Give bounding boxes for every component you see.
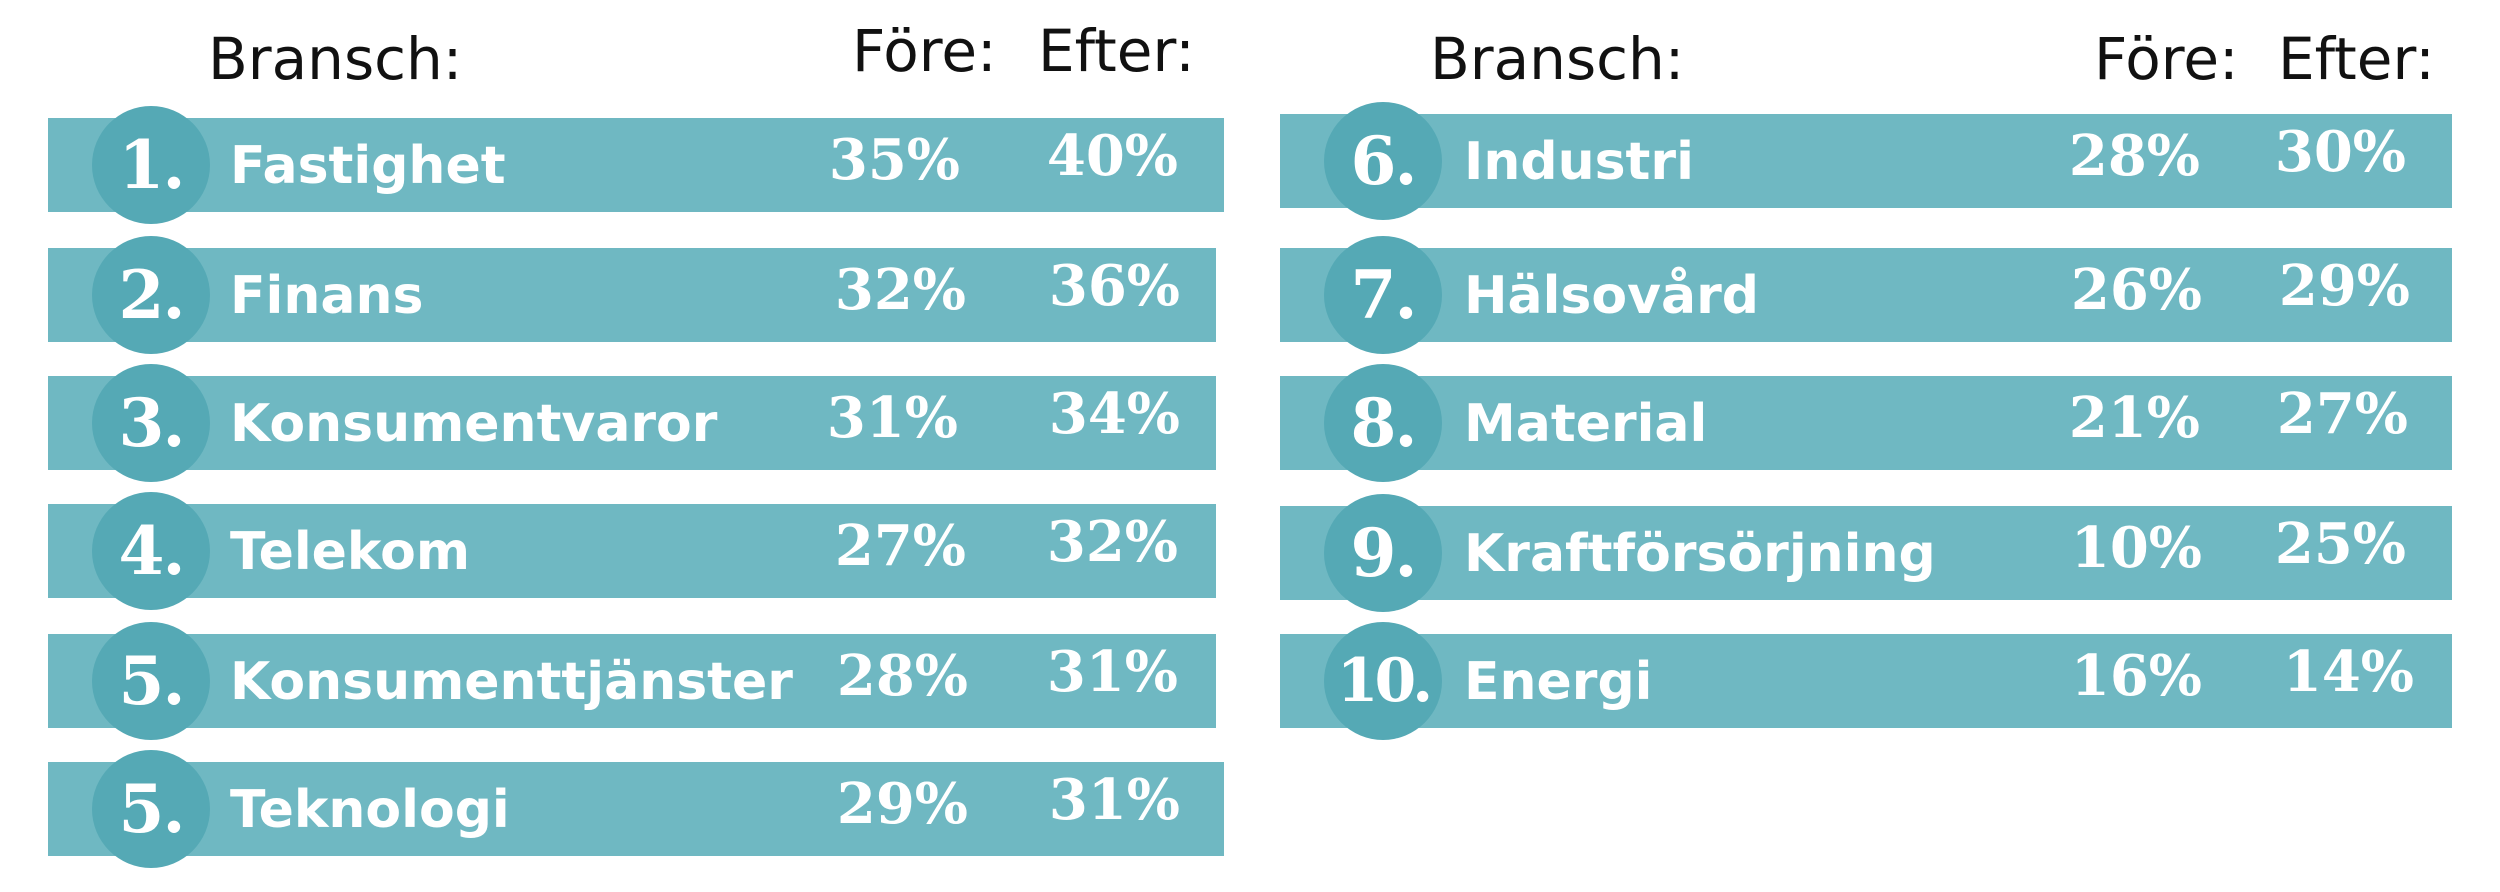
header-after-left: Efter: (1038, 17, 1195, 85)
table-row (1280, 376, 2452, 470)
before-value: 28% (836, 643, 968, 709)
sector-name: Kraftförsörjning (1464, 524, 1936, 584)
sector-name: Energi (1464, 652, 1653, 712)
before-value: 29% (836, 771, 968, 837)
header-sector-right: Bransch: (1430, 25, 1685, 93)
table-row (48, 118, 1224, 212)
before-value: 16% (2070, 643, 2202, 709)
table-row (48, 634, 1216, 728)
table-row (1280, 634, 2452, 728)
sector-name: Telekom (230, 522, 471, 582)
after-value: 36% (1048, 253, 1180, 319)
sector-name: Material (1464, 394, 1708, 454)
before-value: 21% (2068, 385, 2200, 451)
rank-badge: 8. (1324, 364, 1442, 482)
after-value: 30% (2274, 119, 2406, 185)
after-value: 32% (1046, 509, 1178, 575)
before-value: 26% (2070, 257, 2202, 323)
before-value: 27% (834, 513, 966, 579)
before-value: 10% (2070, 515, 2202, 581)
header-before-left: Före: (852, 17, 997, 85)
rank-badge: 6. (1324, 102, 1442, 220)
rank-badge: 9. (1324, 494, 1442, 612)
rank-badge: 5. (92, 750, 210, 868)
rank-badge: 1. (92, 106, 210, 224)
table-row (48, 504, 1216, 598)
table-row (1280, 248, 2452, 342)
after-value: 31% (1046, 639, 1178, 705)
after-value: 34% (1048, 381, 1180, 447)
rank-badge: 5. (92, 622, 210, 740)
before-value: 28% (2068, 123, 2200, 189)
table-row (1280, 114, 2452, 208)
after-value: 31% (1048, 767, 1180, 833)
rank-badge: 2. (92, 236, 210, 354)
header-before-right: Före: (2094, 25, 2239, 93)
after-value: 25% (2274, 511, 2406, 577)
sector-name: Konsumentvaror (230, 394, 718, 454)
rank-badge: 10. (1324, 622, 1442, 740)
sector-name: Konsumenttjänster (230, 652, 793, 712)
header-after-right: Efter: (2278, 25, 2435, 93)
sector-name: Finans (230, 266, 424, 326)
after-value: 27% (2276, 381, 2408, 447)
table-row (48, 762, 1224, 856)
rank-badge: 4. (92, 492, 210, 610)
after-value: 40% (1046, 123, 1178, 189)
table-row (1280, 506, 2452, 600)
rank-badge: 7. (1324, 236, 1442, 354)
sector-name: Teknologi (230, 780, 510, 840)
table-row (48, 248, 1216, 342)
after-value: 29% (2278, 253, 2410, 319)
table-row (48, 376, 1216, 470)
sector-name: Hälsovård (1464, 266, 1759, 326)
after-value: 14% (2282, 639, 2414, 705)
before-value: 32% (834, 257, 966, 323)
sector-name: Industri (1464, 132, 1694, 192)
before-value: 31% (826, 385, 958, 451)
header-sector-left: Bransch: (208, 25, 463, 93)
before-value: 35% (828, 127, 960, 193)
sector-name: Fastighet (230, 136, 506, 196)
rank-badge: 3. (92, 364, 210, 482)
